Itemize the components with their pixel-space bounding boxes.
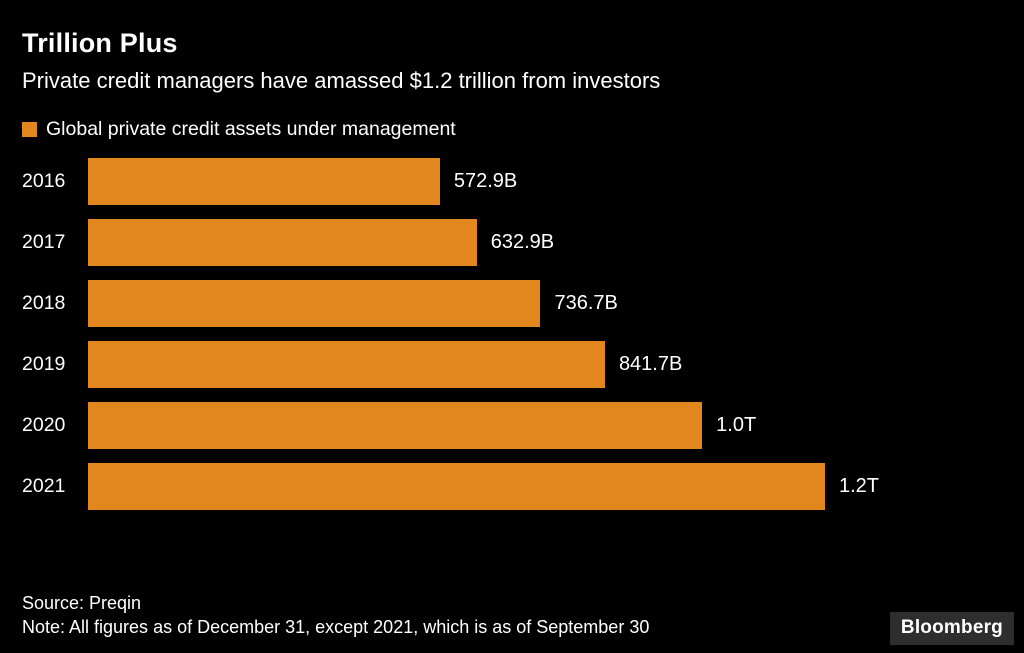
bar-row: 2021 1.2T [22,463,1000,510]
legend: Global private credit assets under manag… [22,118,1000,141]
value-label: 841.7B [618,353,683,375]
bar-row: 2019 841.7B [22,341,1000,388]
bar [88,280,541,327]
value-label: 1.0T [716,414,757,436]
value-label: 736.7B [554,292,618,314]
chart-footer: Source: Preqin Note: All figures as of D… [22,592,649,639]
year-label: 2021 [22,475,66,497]
value-label: 572.9B [453,170,518,192]
bar [88,219,477,266]
bar-row: 2017 632.9B [22,219,1000,266]
note-text: Note: All figures as of December 31, exc… [22,616,650,637]
chart-title: Trillion Plus [22,28,178,58]
chart-subtitle: Private credit managers have amassed $1.… [22,68,661,93]
bar-chart: 2016 572.9B 2017 632.9B 2018 736.7B 2019 841.7B… [22,158,1000,510]
bloomberg-logo: Bloomberg [889,612,1014,645]
year-label: 2018 [22,292,66,314]
bar [88,463,825,510]
bar [88,402,703,449]
bar-row: 2018 736.7B [22,280,1000,327]
bar-row: 2016 572.9B [22,158,1000,205]
bar [88,158,440,205]
legend-label: Global private credit assets under manag… [46,118,456,140]
year-label: 2019 [22,353,66,375]
bar-row: 2020 1.0T [22,402,1000,449]
year-label: 2017 [22,231,66,253]
legend-swatch [22,122,37,137]
value-label: 632.9B [490,231,555,253]
source-text: Source: Preqin [22,593,142,613]
bar [88,341,605,388]
value-label: 1.2T [839,475,880,497]
year-label: 2016 [22,170,66,192]
year-label: 2020 [22,414,66,436]
